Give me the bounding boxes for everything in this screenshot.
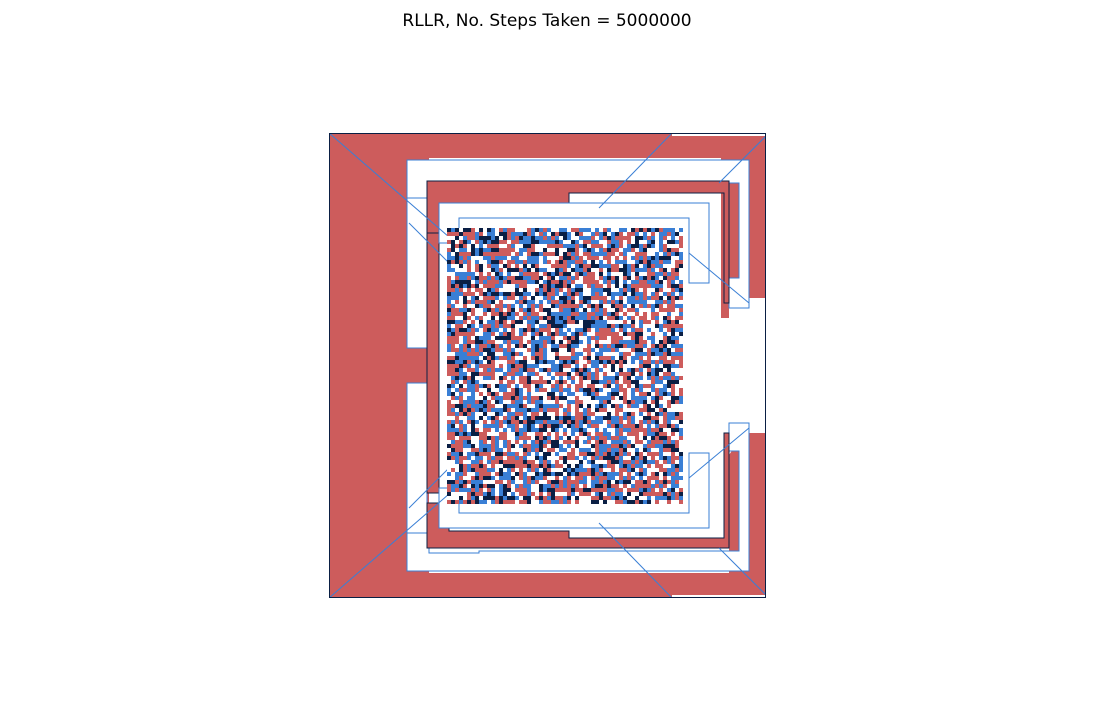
bottom-red-arm bbox=[329, 433, 766, 598]
plot-border bbox=[329, 133, 766, 598]
white-inner-ring bbox=[438, 202, 710, 529]
left-red-block bbox=[329, 133, 409, 598]
figure-title: RLLR, No. Steps Taken = 5000000 bbox=[402, 11, 692, 31]
right-notch bbox=[681, 318, 766, 413]
chaotic-core bbox=[447, 228, 683, 504]
top-red-arm bbox=[329, 133, 766, 318]
ant-pattern-image bbox=[329, 133, 766, 598]
